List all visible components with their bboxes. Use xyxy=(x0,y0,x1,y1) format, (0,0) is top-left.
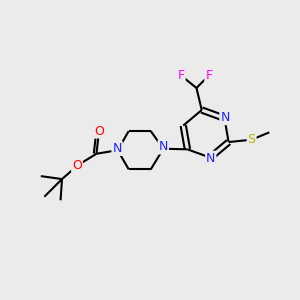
Text: O: O xyxy=(72,159,82,172)
Text: F: F xyxy=(205,69,212,82)
Text: S: S xyxy=(248,133,256,146)
Text: N: N xyxy=(220,111,230,124)
Text: N: N xyxy=(112,142,122,155)
Text: N: N xyxy=(159,140,168,154)
Text: O: O xyxy=(94,124,104,138)
Text: N: N xyxy=(206,152,215,165)
Text: F: F xyxy=(178,69,185,82)
